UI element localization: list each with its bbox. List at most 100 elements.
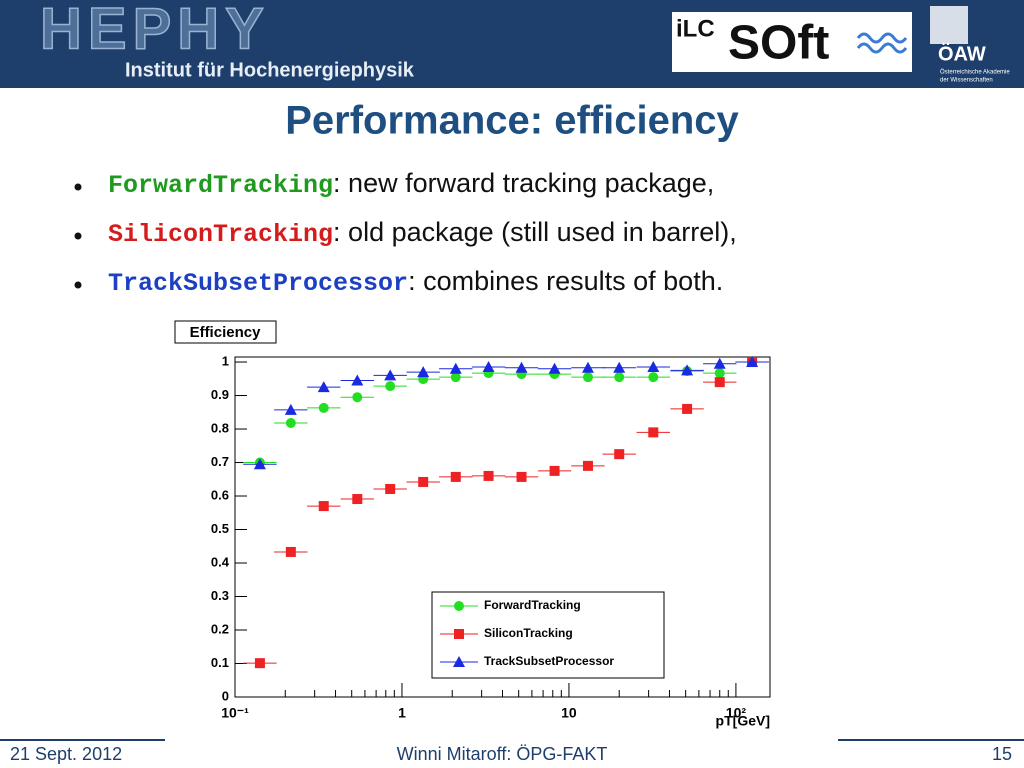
point [274,417,308,428]
marker [417,366,430,378]
marker [450,372,461,383]
marker [450,471,461,482]
point [571,460,605,471]
bullet: TrackSubsetProcessor: combines results o… [108,266,723,297]
chart: Efficiency 0 0.1 0.2 0.3 0.4 0.5 0.6 0.7 0.8 0.9 1 1… [174,320,771,729]
marker [318,501,329,512]
marker [317,381,330,393]
point [406,476,440,487]
bullet-name: SiliconTracking [108,220,333,249]
oaw-emblem [930,6,968,44]
marker [549,465,560,476]
y-tick-label: 0.8 [211,420,229,435]
marker [449,362,462,374]
legend-label: TrackSubsetProcessor [484,654,614,668]
marker [581,361,594,373]
bullet-text: : new forward tracking package, [333,168,714,198]
footer-date: 21 Sept. 2012 [10,744,122,764]
bullets: ForwardTracking: new forward tracking pa… [74,168,737,298]
footer-author: Winni Mitaroff: ÖPG-FAKT [397,744,608,764]
y-tick-label: 0 [222,688,229,703]
marker [714,377,725,388]
marker [418,476,429,487]
bullet-name: TrackSubsetProcessor [108,269,408,298]
marker [352,494,363,505]
point [243,458,277,470]
marker [614,449,625,460]
point [703,377,737,388]
marker [682,403,693,414]
point [537,465,572,476]
point [307,402,341,413]
point [439,471,473,482]
point [602,449,636,460]
point [439,372,473,383]
bullet-text: : old package (still used in barrel), [333,217,737,247]
point [340,392,374,403]
point [602,361,636,373]
bullet-name: ForwardTracking [108,171,333,200]
y-tick-label: 0.7 [211,454,229,469]
wave [856,32,908,54]
marker [648,427,659,438]
point [703,357,737,369]
marker [284,403,297,415]
marker [318,402,329,413]
marker [713,357,726,369]
marker [285,417,296,428]
point [373,381,407,392]
point [307,381,341,393]
marker [681,364,694,376]
marker [647,361,660,373]
x-tick-label: 10⁻¹ [221,705,249,721]
y-tick-label: 0.4 [211,554,230,569]
marker [515,361,528,373]
x-tick-label: 10 [561,705,577,721]
point [670,403,704,414]
y-tick-label: 0.1 [211,655,229,670]
y-tick-label: 0.3 [211,588,229,603]
point [471,470,506,481]
point [340,374,374,386]
marker [351,374,364,386]
y-tick-label: 0.5 [211,521,229,536]
bullet: SiliconTracking: old package (still used… [108,217,737,248]
chart-title: Efficiency [190,324,262,341]
academy: Österreichische Akademie [940,69,1010,76]
marker [648,372,659,383]
marker [746,356,759,368]
point [340,494,374,505]
y-tick-label: 0.9 [211,387,229,402]
x-label: pT[GeV] [716,713,770,729]
bullet-dot [74,232,82,240]
marker [352,392,363,403]
marker [453,656,465,667]
point [373,369,407,381]
institute: Institut für Hochenergiephysik [125,59,415,81]
marker [482,361,495,373]
marker [254,658,265,669]
point [636,427,670,438]
soft-logo: SOft [728,17,829,70]
marker [285,546,296,557]
x-tick-label: 10² [726,705,747,721]
bullet: ForwardTracking: new forward tracking pa… [108,168,714,199]
marker [384,369,397,381]
marker [548,362,561,374]
hephy-logo: HEPHY [40,0,270,61]
marker [516,471,527,482]
marker [253,458,266,470]
x-tick-label: 1 [398,705,406,721]
point [636,361,670,373]
point [537,362,572,374]
academy: der Wissenschaften [940,78,993,84]
marker [454,629,464,639]
marker [582,460,593,471]
point [602,372,636,383]
legend-label: ForwardTracking [484,598,581,612]
bullet-dot [74,281,82,289]
point [571,372,605,383]
bullet-text: : combines results of both. [408,266,723,296]
